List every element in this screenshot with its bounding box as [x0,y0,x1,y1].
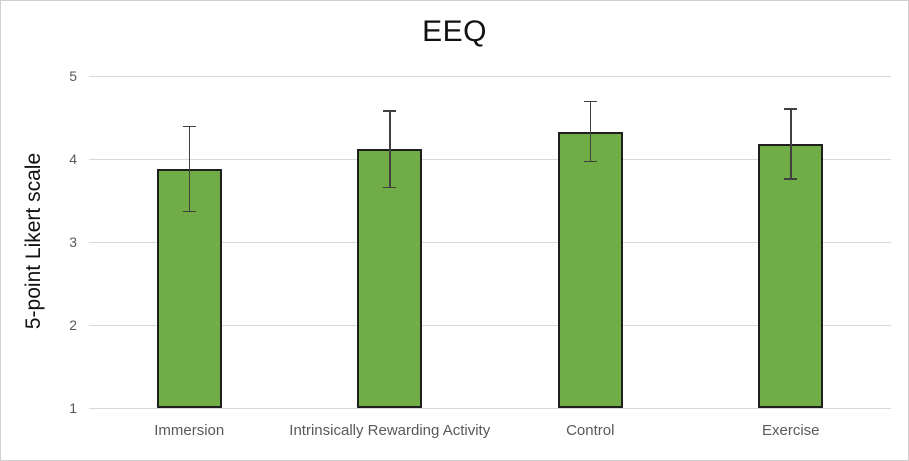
error-bar-cap [583,160,597,163]
gridline [89,241,891,243]
error-bar [188,125,190,213]
bar [758,144,824,408]
y-tick-label: 2 [69,317,77,333]
gridline [89,158,891,160]
y-tick-label: 3 [69,234,77,250]
error-bar-cap [583,100,597,103]
error-bar [389,110,391,189]
error-bar-cap [784,108,798,110]
gridline [89,407,891,409]
category-label: Immersion [154,422,225,439]
category-label: Control [566,422,615,439]
chart-title: EEQ [422,15,487,48]
error-bar-cap [784,178,798,180]
category-label: Exercise [761,422,820,439]
error-bar [790,108,792,180]
y-tick-label: 5 [69,68,77,84]
bar [557,131,623,408]
error-bar-cap [182,210,196,213]
error-bar-cap [383,186,397,189]
error-bar-cap [383,110,397,112]
gridline [89,324,891,326]
gridline [89,75,891,77]
y-tick-label: 1 [69,400,77,416]
error-bar-cap [182,125,196,128]
error-bar [589,100,591,163]
y-tick-label: 4 [69,151,77,167]
category-label: Intrinsically Rewarding Activity [289,422,491,439]
